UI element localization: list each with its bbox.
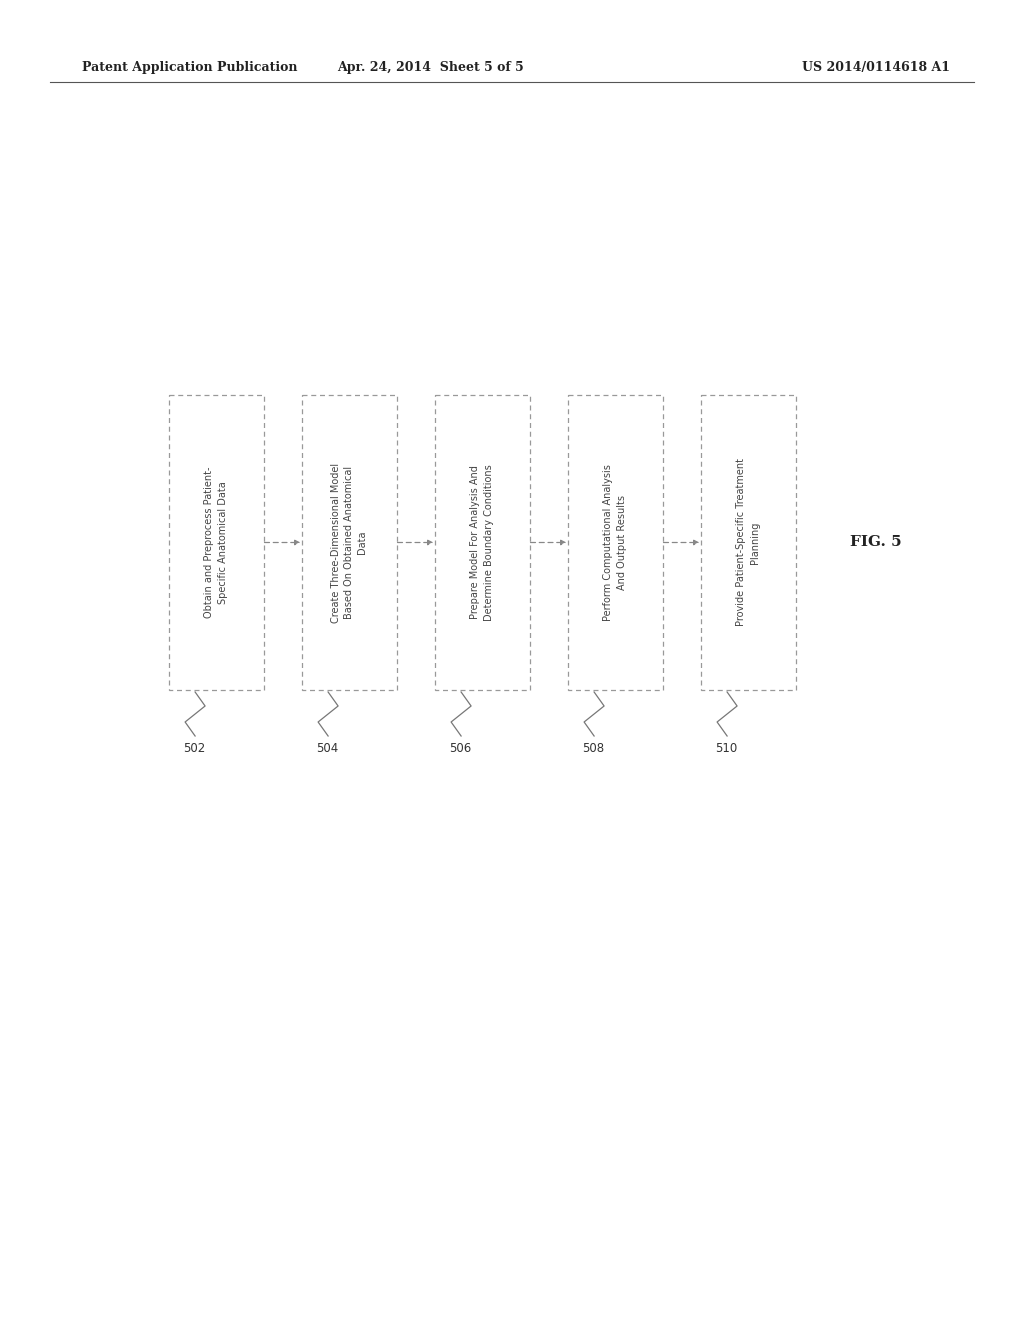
Text: Perform Computational Analysis
And Output Results: Perform Computational Analysis And Outpu… (603, 465, 627, 620)
Text: Prepare Model For Analysis And
Determine Boundary Conditions: Prepare Model For Analysis And Determine… (470, 465, 494, 620)
Text: 506: 506 (450, 742, 471, 755)
Text: Apr. 24, 2014  Sheet 5 of 5: Apr. 24, 2014 Sheet 5 of 5 (337, 62, 523, 74)
Text: Obtain and Preprocess Patient-
Specific Anatomical Data: Obtain and Preprocess Patient- Specific … (205, 467, 227, 618)
Text: Create Three-Dimensional Model
Based On Obtained Anatomical
Data: Create Three-Dimensional Model Based On … (331, 462, 368, 623)
Text: 502: 502 (183, 742, 206, 755)
Text: FIG. 5: FIG. 5 (851, 536, 902, 549)
Bar (700, 395, 796, 690)
Bar (434, 395, 529, 690)
Text: Provide Patient-Specific Treatment
Planning: Provide Patient-Specific Treatment Plann… (736, 458, 760, 627)
Bar (169, 395, 263, 690)
Text: 508: 508 (582, 742, 604, 755)
Text: 510: 510 (715, 742, 737, 755)
Text: 504: 504 (316, 742, 338, 755)
Bar (301, 395, 396, 690)
Bar (567, 395, 663, 690)
Text: Patent Application Publication: Patent Application Publication (82, 62, 298, 74)
Text: US 2014/0114618 A1: US 2014/0114618 A1 (802, 62, 950, 74)
